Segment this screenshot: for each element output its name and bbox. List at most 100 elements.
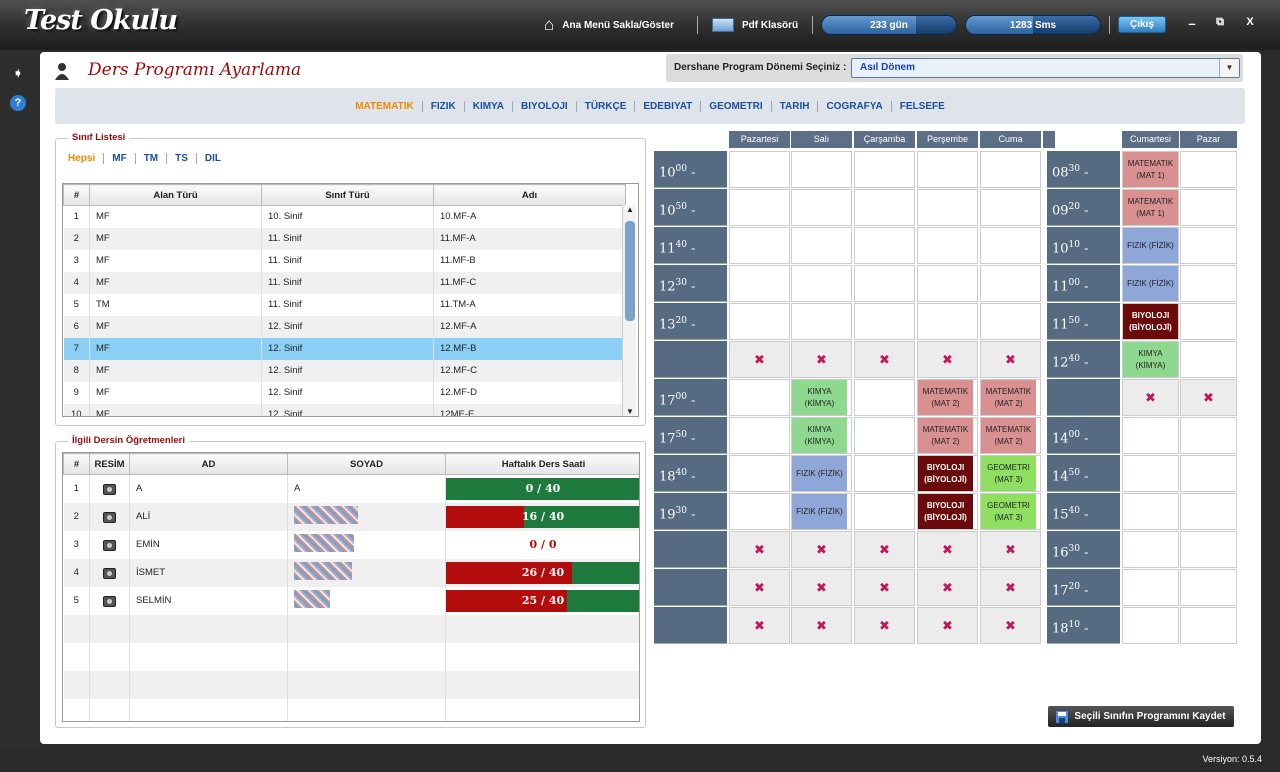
camera-icon[interactable]: [103, 595, 116, 607]
schedule-slot[interactable]: [791, 189, 852, 226]
schedule-slot[interactable]: [1180, 569, 1237, 606]
camera-icon[interactable]: [103, 567, 116, 579]
closed-slot[interactable]: [729, 607, 790, 644]
closed-slot[interactable]: [791, 531, 852, 568]
closed-slot[interactable]: [980, 531, 1041, 568]
schedule-slot[interactable]: [791, 227, 852, 264]
closed-slot[interactable]: [854, 569, 915, 606]
schedule-slot[interactable]: [854, 379, 915, 416]
table-row[interactable]: 8 MF 12. Sinif 12.MF-C: [63, 359, 626, 382]
subject-tab-felsefe[interactable]: FELSEFE: [899, 100, 945, 112]
closed-slot[interactable]: [854, 531, 915, 568]
closed-slot[interactable]: [917, 341, 978, 378]
closed-slot[interactable]: [729, 341, 790, 378]
closed-slot[interactable]: [917, 531, 978, 568]
lesson-block[interactable]: GEOMETRI (MAT 3): [981, 494, 1036, 529]
lesson-block[interactable]: KIMYA (KİMYA): [1123, 342, 1178, 377]
closed-slot[interactable]: [854, 341, 915, 378]
lesson-block[interactable]: MATEMATIK (MAT 1): [1123, 152, 1178, 187]
schedule-slot[interactable]: [1180, 417, 1237, 454]
schedule-slot[interactable]: [1180, 341, 1237, 378]
schedule-slot[interactable]: [1180, 303, 1237, 340]
lesson-block[interactable]: FIZIK (FİZİK): [1123, 266, 1178, 301]
schedule-slot[interactable]: [1180, 227, 1237, 264]
schedule-slot[interactable]: [1122, 493, 1179, 530]
table-row[interactable]: 10 MF 12. Sinif 12ME-E: [63, 403, 626, 416]
term-dropdown[interactable]: Asıl Dönem ▼: [851, 58, 1240, 78]
subject-tab-edebiyat[interactable]: EDEBIYAT: [635, 100, 702, 112]
teacher-col-header[interactable]: SOYAD: [287, 453, 446, 475]
subject-tab-tarih[interactable]: TARIH: [772, 100, 819, 112]
lesson-block[interactable]: BIYOLOJI (BİYOLOJİ): [1123, 304, 1178, 339]
schedule-slot[interactable]: [791, 265, 852, 302]
table-row[interactable]: 9 MF 12. Sinif 12.MF-D: [63, 381, 626, 404]
closed-slot[interactable]: [1180, 379, 1237, 416]
class-filter-dil[interactable]: DIL: [204, 153, 222, 164]
table-row[interactable]: 6 MF 12. Sinif 12.MF-A: [63, 315, 626, 338]
schedule-slot[interactable]: [980, 189, 1041, 226]
schedule-slot[interactable]: [729, 455, 790, 492]
table-row[interactable]: 7 MF 12. Sinif 12.MF-B: [63, 337, 626, 360]
lesson-block[interactable]: MATEMATIK (MAT 1): [1123, 190, 1178, 225]
menu-toggle-button[interactable]: ⌂ Ana Menü Sakla/Göster: [544, 14, 674, 36]
schedule-slot[interactable]: [854, 303, 915, 340]
closed-slot[interactable]: [980, 569, 1041, 606]
table-row[interactable]: 3 EMİN 0 / 0: [63, 530, 639, 559]
class-table-scrollbar[interactable]: ▲ ▼: [622, 205, 636, 416]
schedule-slot[interactable]: [980, 227, 1041, 264]
closed-slot[interactable]: [917, 569, 978, 606]
schedule-slot[interactable]: [729, 493, 790, 530]
schedule-slot[interactable]: [1122, 569, 1179, 606]
table-row[interactable]: 5 TM 11. Sinif 11.TM-A: [63, 293, 626, 316]
expand-arrow-icon[interactable]: ➧: [12, 66, 24, 80]
lesson-block[interactable]: MATEMATIK (MAT 2): [918, 380, 973, 415]
subject-tab-türkçe[interactable]: TÜRKÇE: [577, 100, 636, 112]
help-icon[interactable]: ?: [10, 95, 26, 111]
lesson-block[interactable]: MATEMATIK (MAT 2): [981, 380, 1036, 415]
teacher-col-header[interactable]: Haftalık Ders Saati: [445, 453, 639, 475]
class-filter-hepsi[interactable]: Hepsi: [68, 153, 105, 164]
closed-slot[interactable]: [980, 341, 1041, 378]
lesson-block[interactable]: KIMYA (KİMYA): [792, 380, 847, 415]
schedule-slot[interactable]: [791, 303, 852, 340]
closed-slot[interactable]: [791, 607, 852, 644]
schedule-slot[interactable]: [1122, 417, 1179, 454]
scroll-up-icon[interactable]: ▲: [626, 205, 634, 214]
teacher-col-header[interactable]: #: [63, 453, 90, 475]
table-row[interactable]: 2 ALİ 16 / 40: [63, 502, 639, 531]
close-button[interactable]: X: [1246, 16, 1254, 28]
table-row[interactable]: 3 MF 11. Sinif 11.MF-B: [63, 249, 626, 272]
schedule-slot[interactable]: [980, 265, 1041, 302]
schedule-slot[interactable]: [980, 151, 1041, 188]
maximize-button[interactable]: ⧉: [1216, 16, 1224, 28]
exit-button[interactable]: Çıkış: [1118, 16, 1166, 33]
schedule-slot[interactable]: [1122, 455, 1179, 492]
subject-tab-kimya[interactable]: KIMYA: [465, 100, 514, 112]
table-row[interactable]: 4 İSMET 26 / 40: [63, 558, 639, 587]
schedule-slot[interactable]: [917, 151, 978, 188]
lesson-block[interactable]: FIZIK (FİZİK): [1123, 228, 1178, 263]
schedule-slot[interactable]: [1122, 607, 1179, 644]
lesson-block[interactable]: MATEMATIK (MAT 2): [918, 418, 973, 453]
lesson-block[interactable]: KIMYA (KİMYA): [792, 418, 847, 453]
class-col-header[interactable]: #: [63, 184, 90, 206]
subject-tab-biyoloji[interactable]: BIYOLOJI: [513, 100, 577, 112]
class-col-header[interactable]: Adı: [433, 184, 626, 206]
schedule-slot[interactable]: [729, 227, 790, 264]
class-filter-ts[interactable]: TS: [167, 153, 197, 164]
schedule-slot[interactable]: [729, 189, 790, 226]
subject-tab-cografya[interactable]: COGRAFYA: [818, 100, 892, 112]
schedule-slot[interactable]: [729, 417, 790, 454]
lesson-block[interactable]: GEOMETRI (MAT 3): [981, 456, 1036, 491]
camera-icon[interactable]: [103, 539, 116, 551]
lesson-block[interactable]: BIYOLOJI (BİYOLOJİ): [918, 456, 973, 491]
schedule-slot[interactable]: [917, 265, 978, 302]
schedule-slot[interactable]: [917, 303, 978, 340]
schedule-slot[interactable]: [854, 455, 915, 492]
closed-slot[interactable]: [791, 569, 852, 606]
schedule-slot[interactable]: [917, 227, 978, 264]
closed-slot[interactable]: [980, 607, 1041, 644]
schedule-slot[interactable]: [1180, 151, 1237, 188]
schedule-slot[interactable]: [1180, 607, 1237, 644]
